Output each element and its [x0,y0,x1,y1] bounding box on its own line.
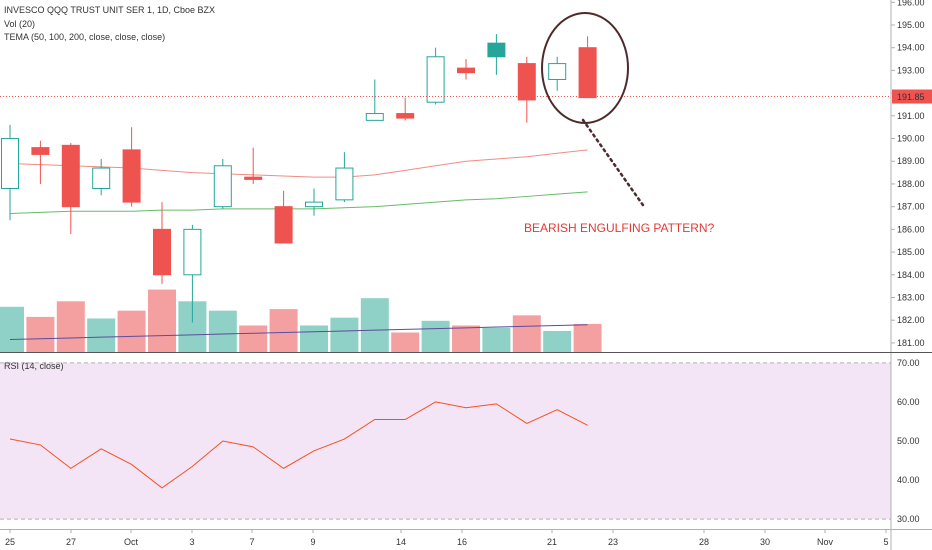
tema-green-line [9,191,588,214]
time-tick-label: 30 [760,537,770,547]
candle-body [213,165,232,208]
candle-body [274,206,293,244]
time-tick-label: 9 [310,537,315,547]
price-tick-label: 188.00 [897,179,925,189]
candle-body [548,63,567,80]
tema-legend: TEMA (50, 100, 200, close, close, close) [4,32,166,42]
candle-body [1,138,19,189]
rsi-tick-label: 70.00 [897,358,920,368]
candle-body [517,63,536,101]
candle-body [61,144,80,208]
candle-body [244,176,263,180]
volume-bar [452,325,480,352]
price-tick-label: 190.00 [897,134,925,144]
rsi-pane [0,362,891,520]
price-tick-label: 194.00 [897,43,925,53]
candle-body [305,201,323,208]
highlight-circle [541,12,629,124]
candle-body [92,167,111,189]
rsi-tick-label: 40.00 [897,475,920,485]
volume-bar [239,325,268,352]
candle-body [153,228,171,276]
candle-body [122,149,141,203]
time-tick-label: 23 [608,537,618,547]
time-tick-label: Oct [124,537,139,547]
rsi-tick-label: 30.00 [897,514,920,524]
volume-legend: Vol (20) [4,19,36,29]
candle-body [578,47,597,99]
volume-bar [208,310,237,352]
volume-bars [0,289,602,352]
candle-body [31,147,50,155]
time-tick-label: 7 [249,537,254,547]
candle-body [335,167,354,201]
time-tick-label: 28 [699,537,709,547]
volume-bar [391,332,420,352]
volume-bar [26,316,55,352]
candle-body [487,42,506,58]
volume-bar [360,298,389,352]
price-tick-label: 191.00 [897,111,925,121]
rsi-line [9,401,588,489]
volume-ma-line [9,324,588,341]
chart-title: INVESCO QQQ TRUST UNIT SER 1, 1D, Cboe B… [4,5,216,15]
price-tick-label: 185.00 [897,247,925,257]
annotation-dotted-line [581,118,647,210]
volume-bar [543,330,572,352]
volume-bar [421,320,450,352]
price-tick-label: 195.00 [897,20,925,30]
last-price-badge [892,89,932,104]
rsi-legend: RSI (14, close) [4,361,64,371]
volume-bar [482,327,511,352]
volume-bar [512,315,541,352]
time-tick-label: 25 [5,537,15,547]
rsi-band [0,362,891,520]
time-tick-label: 21 [547,537,557,547]
tema-red-line [9,149,588,178]
candles [1,34,597,323]
volume-bar [87,318,116,352]
price-tick-label: 183.00 [897,292,925,302]
price-tick-label: 182.00 [897,315,925,325]
time-tick-label: 14 [396,537,406,547]
price-tick-label: 196.00 [897,0,925,7]
time-tick-label: 5 [883,537,888,547]
tema-lines [9,149,588,341]
annotation-text: BEARISH ENGULFING PATTERN? [524,221,715,235]
volume-bar [0,306,24,352]
price-tick-label: 181.00 [897,338,925,348]
annotation-group: BEARISH ENGULFING PATTERN? [524,12,715,235]
candle-body [426,56,445,103]
volume-bar [56,301,85,352]
last-price-label: 191.85 [897,92,925,102]
time-tick-label: 16 [457,537,467,547]
candle-body [396,113,415,119]
volume-bar [573,323,602,352]
time-tick-label: 3 [189,537,194,547]
volume-bar [148,289,176,352]
time-tick-label: Nov [817,537,834,547]
volume-bar [117,310,146,352]
volume-bar [269,309,298,352]
price-tick-label: 184.00 [897,270,925,280]
time-tick-label: 27 [66,537,76,547]
price-tick-label: 187.00 [897,202,925,212]
volume-bar [330,317,359,352]
candle-body [457,67,475,74]
rsi-tick-label: 60.00 [897,397,920,407]
candle-body [183,228,202,276]
candle-body [365,113,384,121]
volume-bar [300,325,328,352]
price-tick-label: 189.00 [897,156,925,166]
price-tick-label: 193.00 [897,65,925,75]
rsi-tick-label: 50.00 [897,436,920,446]
price-tick-label: 186.00 [897,224,925,234]
